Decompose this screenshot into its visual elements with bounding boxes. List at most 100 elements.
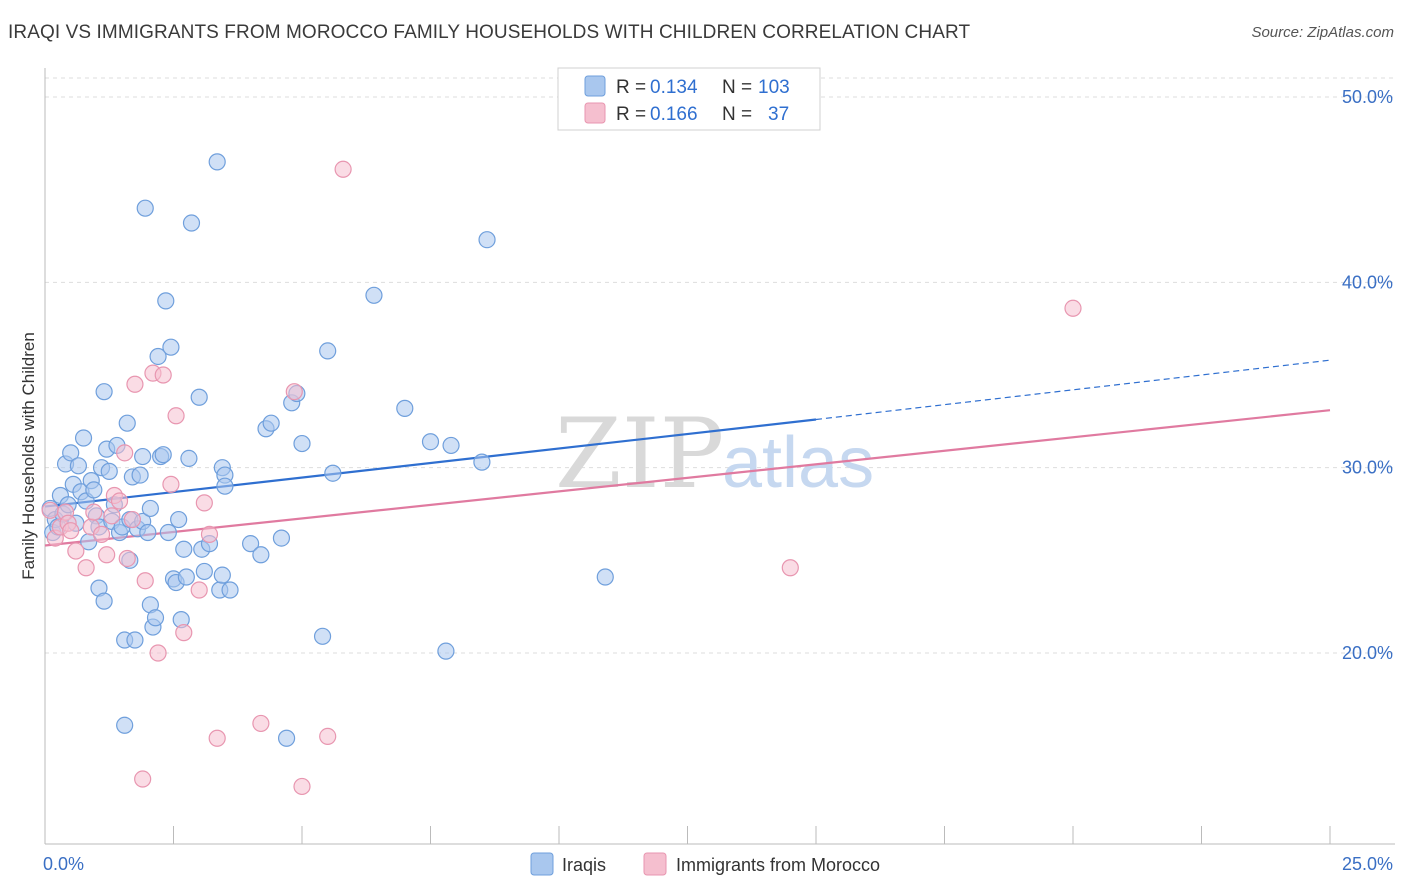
point-iraqis-58 bbox=[175, 540, 193, 558]
point-iraqis-8 bbox=[62, 444, 80, 462]
data-points bbox=[41, 153, 1082, 796]
watermark-atlas: atlas bbox=[722, 423, 874, 503]
x-tick-label-max: 25.0% bbox=[1342, 854, 1393, 874]
point-morocco-29 bbox=[200, 525, 219, 543]
point-iraqis-61 bbox=[182, 214, 201, 232]
point-iraqis-48 bbox=[149, 347, 167, 366]
point-morocco-15 bbox=[116, 444, 134, 462]
point-morocco-25 bbox=[167, 407, 185, 425]
point-morocco-10 bbox=[92, 525, 111, 543]
trend-line-iraqis-extrapolated bbox=[815, 359, 1331, 421]
chart-title: IRAQI VS IMMIGRANTS FROM MOROCCO FAMILY … bbox=[8, 22, 971, 43]
point-iraqis-88 bbox=[437, 642, 455, 660]
point-iraqis-71 bbox=[216, 477, 234, 495]
point-morocco-27 bbox=[190, 581, 208, 599]
legend-n-label-2: N = bbox=[722, 104, 752, 125]
legend-swatch-morocco bbox=[584, 102, 606, 124]
point-iraqis-37 bbox=[126, 631, 144, 649]
y-tick-label-20: 20.0% bbox=[1342, 643, 1393, 663]
point-morocco-33 bbox=[293, 777, 311, 796]
point-iraqis-22 bbox=[95, 383, 113, 401]
point-iraqis-53 bbox=[162, 338, 180, 356]
source-credit: Source: ZipAtlas.com bbox=[1251, 24, 1394, 41]
y-tick-label-50: 50.0% bbox=[1342, 87, 1393, 107]
point-iraqis-73 bbox=[242, 535, 260, 553]
point-iraqis-77 bbox=[272, 529, 291, 547]
point-iraqis-62 bbox=[190, 388, 208, 406]
point-iraqis-91 bbox=[478, 231, 496, 249]
point-morocco-16 bbox=[118, 549, 136, 568]
point-morocco-32 bbox=[285, 383, 303, 401]
y-axis-title: Family Households with Children bbox=[19, 332, 38, 580]
point-morocco-17 bbox=[123, 510, 141, 529]
point-iraqis-50 bbox=[154, 446, 172, 464]
point-iraqis-78 bbox=[277, 729, 296, 747]
series-legend: Iraqis Immigrants from Morocco bbox=[530, 852, 880, 876]
point-iraqis-42 bbox=[136, 199, 154, 217]
point-iraqis-60 bbox=[180, 449, 198, 467]
x-tick-label-min: 0.0% bbox=[43, 854, 84, 874]
point-iraqis-72 bbox=[221, 581, 239, 599]
point-iraqis-33 bbox=[118, 414, 136, 432]
point-iraqis-17 bbox=[85, 481, 103, 499]
point-morocco-34 bbox=[319, 727, 337, 746]
point-morocco-19 bbox=[134, 770, 152, 788]
point-morocco-26 bbox=[175, 624, 193, 642]
point-morocco-20 bbox=[136, 572, 154, 590]
y-tick-label-40: 40.0% bbox=[1342, 272, 1393, 292]
bottom-legend-swatch-morocco bbox=[643, 852, 667, 876]
correlation-legend: R = 0.134 N = 103 R = 0.166 N = 37 bbox=[557, 67, 821, 131]
grid-lines bbox=[45, 77, 1395, 654]
point-morocco-36 bbox=[781, 559, 799, 577]
point-iraqis-83 bbox=[319, 342, 337, 360]
point-morocco-23 bbox=[154, 366, 172, 384]
point-iraqis-47 bbox=[146, 609, 165, 627]
point-morocco-6 bbox=[67, 542, 85, 560]
point-iraqis-56 bbox=[170, 510, 188, 529]
point-iraqis-32 bbox=[116, 716, 134, 734]
point-iraqis-82 bbox=[313, 627, 332, 645]
legend-n-value-2: 37 bbox=[768, 104, 789, 125]
point-morocco-28 bbox=[195, 494, 213, 512]
point-iraqis-43 bbox=[139, 523, 157, 542]
point-iraqis-52 bbox=[159, 523, 177, 542]
point-iraqis-90 bbox=[473, 453, 491, 471]
point-iraqis-69 bbox=[213, 566, 231, 584]
point-morocco-30 bbox=[208, 729, 226, 747]
point-iraqis-89 bbox=[442, 436, 460, 455]
point-iraqis-44 bbox=[141, 499, 159, 518]
point-iraqis-81 bbox=[293, 434, 311, 453]
legend-r-label-2: R = bbox=[616, 104, 646, 125]
legend-n-value-1: 103 bbox=[758, 77, 790, 98]
legend-n-label-1: N = bbox=[722, 77, 752, 98]
trend-line-morocco bbox=[44, 409, 1331, 547]
point-morocco-9 bbox=[85, 503, 103, 521]
watermark-zip: ZIP bbox=[555, 398, 724, 510]
watermark: ZIP atlas bbox=[555, 398, 874, 510]
legend-r-label-1: R = bbox=[616, 77, 646, 98]
bottom-legend-label-iraqis: Iraqis bbox=[562, 855, 606, 875]
legend-r-value-2: 0.166 bbox=[650, 104, 698, 125]
point-morocco-24 bbox=[162, 475, 180, 493]
point-morocco-22 bbox=[149, 644, 167, 662]
point-iraqis-76 bbox=[262, 414, 280, 432]
point-iraqis-85 bbox=[365, 286, 383, 304]
bottom-legend-label-morocco: Immigrants from Morocco bbox=[676, 855, 880, 875]
tick-labels: 20.0% 30.0% 40.0% 50.0% 0.0% 25.0% bbox=[43, 87, 1393, 874]
point-iraqis-92 bbox=[596, 568, 614, 586]
point-morocco-37 bbox=[1064, 299, 1082, 317]
point-iraqis-13 bbox=[74, 429, 93, 447]
point-morocco-35 bbox=[334, 160, 352, 178]
point-iraqis-11 bbox=[69, 457, 88, 475]
axes bbox=[44, 68, 1395, 845]
point-iraqis-74 bbox=[252, 546, 270, 564]
point-iraqis-66 bbox=[208, 153, 226, 171]
y-tick-label-30: 30.0% bbox=[1342, 458, 1393, 478]
point-morocco-5 bbox=[62, 522, 80, 540]
point-iraqis-87 bbox=[421, 433, 440, 451]
point-morocco-14 bbox=[110, 492, 129, 510]
point-iraqis-39 bbox=[131, 466, 149, 484]
point-iraqis-25 bbox=[100, 462, 118, 480]
point-morocco-7 bbox=[77, 559, 95, 577]
